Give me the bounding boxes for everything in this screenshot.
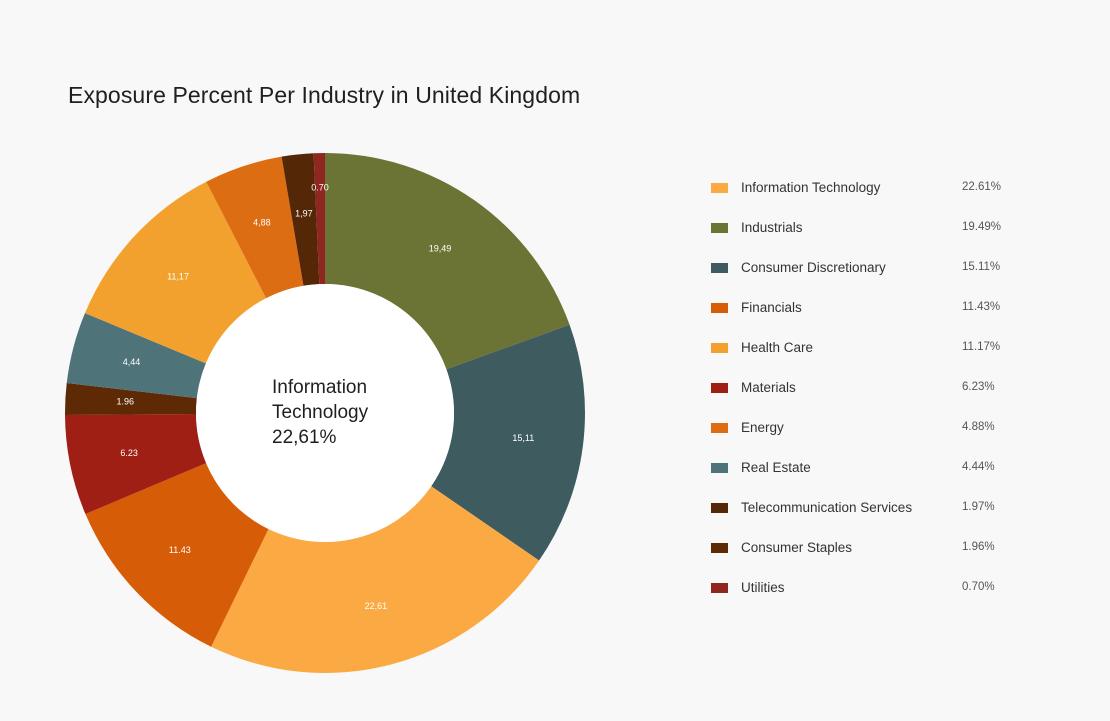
center-label-line2: Technology xyxy=(272,402,369,423)
legend-swatch xyxy=(711,583,728,593)
legend-item-consumer-staples: Consumer Staples 1.96% xyxy=(711,536,1011,576)
slice-utilities xyxy=(313,153,325,285)
slice-label-materials: 6.23 xyxy=(120,448,138,458)
legend-item-health-care: Health Care 11.17% xyxy=(711,336,1011,376)
legend-item-industrials: Industrials 19.49% xyxy=(711,216,1011,256)
slice-label-telecommunication-services: 1,97 xyxy=(295,208,313,218)
legend-swatch xyxy=(711,343,728,353)
legend-swatch xyxy=(711,543,728,553)
legend-value: 22.61% xyxy=(962,181,1002,193)
legend-label: Real Estate xyxy=(741,460,811,475)
legend-label: Consumer Discretionary xyxy=(741,260,886,275)
legend-swatch xyxy=(711,223,728,233)
legend-item-information-technology: Information Technology 22.61% xyxy=(711,176,1011,216)
slice-financials xyxy=(85,463,269,647)
legend-value: 1.97% xyxy=(962,501,995,513)
slice-label-consumer-discretionary: 15,11 xyxy=(512,433,534,443)
slice-energy xyxy=(206,156,304,299)
slice-label-energy: 4,88 xyxy=(253,218,271,228)
legend-value: 11.43% xyxy=(962,301,1001,313)
slice-consumer-staples xyxy=(65,383,197,416)
legend-value: 6.23% xyxy=(962,381,995,393)
legend-label: Telecommunication Services xyxy=(741,500,913,515)
slice-telecommunication-services xyxy=(281,153,320,286)
slice-label-utilities: 0.70 xyxy=(311,182,329,192)
legend-item-telecommunication-services: Telecommunication Services 1.97% xyxy=(711,496,1011,536)
legend-value: 11.17% xyxy=(962,341,1001,353)
legend-label: Information Technology xyxy=(741,180,881,195)
slice-label-health-care: 11,17 xyxy=(167,272,189,282)
donut-slices xyxy=(65,153,585,673)
slice-industrials xyxy=(325,153,570,370)
legend-item-consumer-discretionary: Consumer Discretionary 15.11% xyxy=(711,256,1011,296)
chart-title: Exposure Percent Per Industry in United … xyxy=(68,82,581,108)
slice-label-consumer-staples: 1.96 xyxy=(117,397,135,407)
slice-information-technology xyxy=(211,486,540,673)
legend-item-energy: Energy 4.88% xyxy=(711,416,1011,456)
legend-label: Materials xyxy=(741,380,796,395)
legend-value: 0.70% xyxy=(962,581,995,593)
legend-label: Consumer Staples xyxy=(741,540,853,555)
legend-label: Health Care xyxy=(741,340,814,355)
legend-value: 1.96% xyxy=(962,541,995,553)
donut-hole xyxy=(196,284,454,542)
center-label-line1: Information xyxy=(272,377,368,398)
center-label: Information Technology 22,61% xyxy=(272,375,368,450)
donut-chart: 19,49 15,11 22,61 11.43 6.23 1.96 4,44 11,17 4,8… xyxy=(65,153,585,673)
slice-health-care xyxy=(84,181,267,364)
slice-materials xyxy=(65,413,207,515)
legend-label: Financials xyxy=(741,300,802,315)
legend-value: 19.49% xyxy=(962,221,1002,233)
slice-label-industrials: 19,49 xyxy=(429,244,452,254)
legend-swatch xyxy=(711,463,728,473)
legend-item-financials: Financials 11.43% xyxy=(711,296,1011,336)
legend-item-materials: Materials 6.23% xyxy=(711,376,1011,416)
slice-label-financials: 11.43 xyxy=(169,545,191,555)
slice-consumer-discretionary xyxy=(431,324,585,561)
legend-label: Energy xyxy=(741,420,784,435)
legend-swatch xyxy=(711,303,728,313)
legend-swatch xyxy=(711,183,728,193)
legend-value: 15.11% xyxy=(962,261,1001,273)
legend-swatch xyxy=(711,383,728,393)
legend-item-utilities: Utilities 0.70% xyxy=(711,576,1011,616)
legend-label: Industrials xyxy=(741,220,803,235)
legend-value: 4.88% xyxy=(962,421,995,433)
legend-value: 4.44% xyxy=(962,461,995,473)
slice-label-real-estate: 4,44 xyxy=(123,357,141,367)
legend-swatch xyxy=(711,503,728,513)
legend-label: Utilities xyxy=(741,580,785,595)
donut-slice-labels: 19,49 15,11 22,61 11.43 6.23 1.96 4,44 11,17 4,8… xyxy=(117,182,535,610)
legend-item-real-estate: Real Estate 4.44% xyxy=(711,456,1011,496)
legend-swatch xyxy=(711,423,728,433)
slice-label-information-technology: 22,61 xyxy=(365,601,388,611)
legend: Information Technology 22.61% Industrials 1… xyxy=(711,176,1011,616)
legend-swatch xyxy=(711,263,728,273)
slice-real-estate xyxy=(66,313,206,399)
center-label-value: 22,61% xyxy=(272,427,337,448)
